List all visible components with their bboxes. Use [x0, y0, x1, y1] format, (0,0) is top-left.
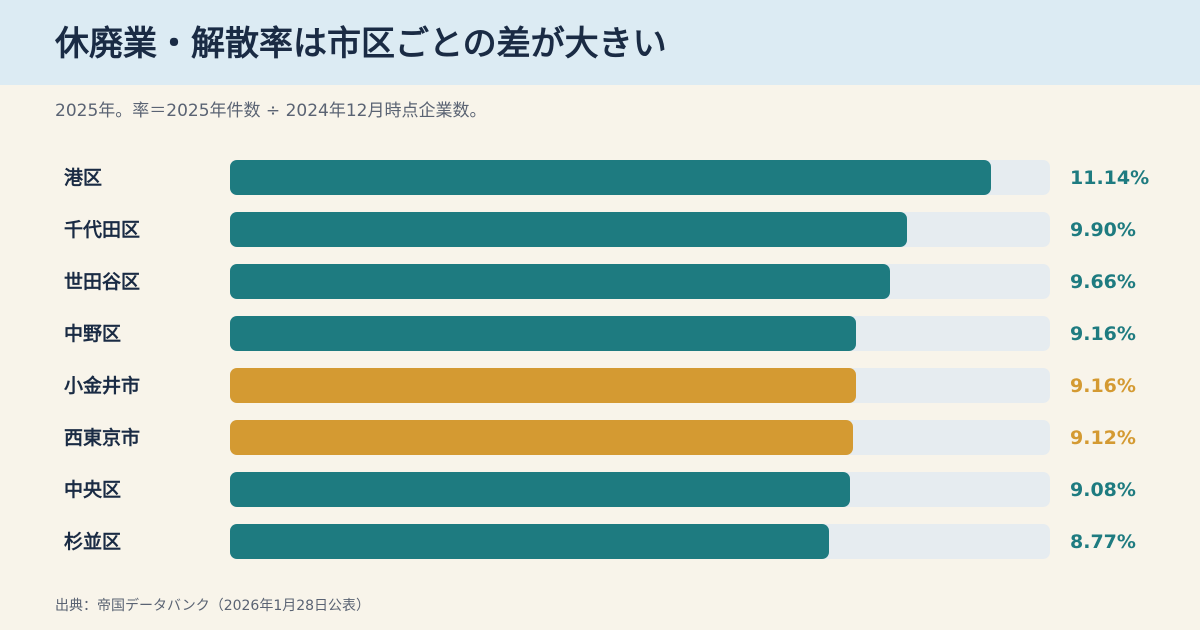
category-label: 千代田区 — [64, 219, 141, 241]
bar-track — [230, 368, 1050, 403]
value-label: 9.90% — [1070, 219, 1136, 241]
value-label: 9.12% — [1070, 427, 1136, 449]
category-label: 中野区 — [64, 323, 122, 345]
category-label: 中央区 — [64, 479, 122, 501]
bar — [230, 316, 856, 351]
category-label: 港区 — [64, 167, 103, 189]
value-label: 11.14% — [1070, 167, 1150, 189]
bar-track — [230, 212, 1050, 247]
category-label: 小金井市 — [64, 375, 141, 397]
value-label: 8.77% — [1070, 531, 1136, 553]
bar-row: 小金井市 9.16% — [0, 368, 1200, 404]
bar — [230, 160, 991, 195]
category-label: 杉並区 — [64, 531, 122, 553]
bar — [230, 472, 850, 507]
bar — [230, 524, 829, 559]
bar-row: 千代田区 9.90% — [0, 212, 1200, 248]
bar-row: 世田谷区 9.66% — [0, 264, 1200, 300]
bar-track — [230, 264, 1050, 299]
category-label: 西東京市 — [64, 427, 141, 449]
bar — [230, 212, 907, 247]
chart-title: 休廃業・解散率は市区ごとの差が大きい — [55, 24, 667, 64]
bar-row: 西東京市 9.12% — [0, 420, 1200, 456]
value-label: 9.16% — [1070, 375, 1136, 397]
bar-track — [230, 316, 1050, 351]
bar-track — [230, 160, 1050, 195]
chart-subtitle: 2025年。率＝2025年件数 ÷ 2024年12月時点企業数。 — [55, 101, 487, 121]
source-note: 出典：帝国データバンク（2026年1月28日公表） — [55, 598, 371, 614]
bar — [230, 368, 856, 403]
bar — [230, 420, 853, 455]
bar-row: 中央区 9.08% — [0, 472, 1200, 508]
bar-track — [230, 524, 1050, 559]
category-label: 世田谷区 — [64, 271, 141, 293]
value-label: 9.66% — [1070, 271, 1136, 293]
bar-row: 港区 11.14% — [0, 160, 1200, 196]
bar-track — [230, 420, 1050, 455]
bar-track — [230, 472, 1050, 507]
bar-row: 杉並区 8.77% — [0, 524, 1200, 560]
value-label: 9.16% — [1070, 323, 1136, 345]
value-label: 9.08% — [1070, 479, 1136, 501]
bar-row: 中野区 9.16% — [0, 316, 1200, 352]
bar — [230, 264, 890, 299]
header-band: 休廃業・解散率は市区ごとの差が大きい — [0, 0, 1200, 85]
